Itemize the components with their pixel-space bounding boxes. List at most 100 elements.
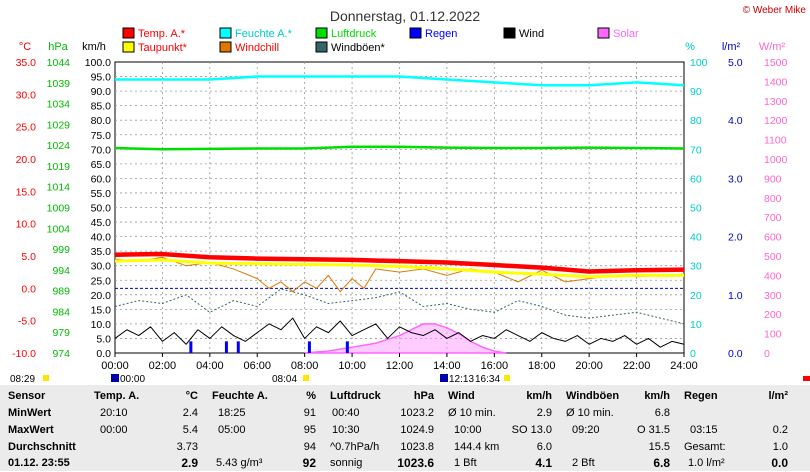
x-tick-label: 14:00 [433, 360, 461, 372]
pressure-max-time: 10:30 [332, 424, 360, 436]
pressure-unit: hPa [413, 390, 434, 402]
solar-tick-label: 1500 [764, 57, 788, 69]
rain-tick-label: 5.0 [728, 57, 743, 69]
wind-tick-label: 5.0 [96, 333, 111, 345]
x-tick-label: 10:00 [338, 360, 366, 372]
solar-unit-label: W/m² [759, 41, 786, 53]
temp-unit: °C [185, 390, 198, 402]
temp-tick-label: 30.0 [16, 89, 37, 101]
pressure-tick-label: 1034 [47, 99, 71, 111]
wind-tick-label: 95.0 [91, 72, 112, 84]
left-axes-ticks: 35.0 30.0 25.0 20.0 15.0 10.0 5.0 0.0 -5.0 -10.0 1… [12, 57, 111, 360]
temp-tick-label: 20.0 [16, 154, 37, 166]
temp-tick-label: 25.0 [16, 122, 37, 134]
temp-tick-label: -10.0 [12, 348, 36, 360]
wind-tick-label: 10.0 [91, 319, 112, 331]
temp-min-val: 2.4 [182, 407, 198, 419]
wind-tick-label: 70.0 [91, 144, 112, 156]
humidity-tick-label: 60 [690, 173, 702, 185]
pressure-tick-label: 974 [52, 348, 70, 360]
right-axes-ticks: 10090807060504030201005.04.03.02.01.00.0… [690, 57, 788, 360]
wind-tick-label: 25.0 [91, 275, 112, 287]
temp-tick-label: -5.0 [18, 316, 36, 328]
series-layer [114, 75, 685, 354]
x-tick-label: 24:00 [670, 360, 698, 372]
temp-tick-label: 0.0 [21, 283, 36, 295]
humidity-min-time: 18:25 [218, 407, 246, 419]
legend-label: Windchill [235, 42, 279, 54]
pressure-header: Luftdruck [330, 390, 381, 402]
x-axis-ticks: 00:00 02:00 04:00 06:00 08:00 10:00 12:00 14:00… [101, 353, 698, 372]
x-tick-label: 04:00 [196, 360, 224, 372]
gusts-header: Windböen [566, 390, 620, 402]
legend-swatch [219, 27, 232, 39]
legend-label: Wind [519, 28, 544, 40]
legend-label: Temp. A.* [138, 28, 186, 40]
pressure-tick-label: 1014 [47, 182, 71, 194]
stats-gusts-col: Windböen km/h Ø 10 min. 6.8 09:20 O 31.5… [566, 385, 674, 471]
legend-label: Windböen* [331, 42, 386, 54]
series-windchill [114, 256, 685, 293]
rain-max-val: 0.2 [772, 424, 788, 436]
gusts-avg10-val: 6.8 [654, 407, 670, 419]
stats-sensor-col: Sensor MinWert MaxWert Durchschnitt 01.1… [8, 385, 88, 471]
wind-tick-label: 90.0 [91, 86, 112, 98]
legend-swatch [597, 27, 610, 39]
wind-tick-label: 75.0 [91, 130, 112, 142]
legend-label: Solar [613, 28, 639, 40]
solar-tick-label: 1300 [764, 96, 788, 108]
humidity-abs: 5.43 g/m³ [216, 457, 263, 469]
stats-humidity-col: Feuchte A. % 18:25 91 05:00 95 94 5.43 g… [212, 385, 320, 471]
temp-current: 2.9 [181, 456, 198, 470]
humidity-tick-label: 50 [690, 203, 702, 215]
chart-title: Donnerstag, 01.12.2022 [330, 8, 480, 24]
legend-label: Taupunkt* [138, 42, 188, 54]
scale-marker [803, 376, 810, 381]
rain-tick-label: 1.0 [728, 290, 743, 302]
humidity-tick-label: 10 [690, 319, 702, 331]
humidity-header: Feuchte A. [212, 390, 268, 402]
series-wind [114, 317, 685, 348]
solar-tick-label: 600 [764, 232, 782, 244]
gusts-avg: 15.5 [648, 441, 670, 453]
wind-tick-label: 50.0 [91, 203, 112, 215]
wind-tick-label: 0.0 [96, 348, 111, 360]
temp-unit-label: °C [19, 41, 31, 53]
humidity-tick-label: 40 [690, 232, 702, 244]
rain-bar [224, 341, 228, 353]
gusts-current: 6.8 [653, 456, 670, 470]
rain-tick-label: 4.0 [728, 115, 743, 127]
solar-tick-label: 900 [764, 173, 782, 185]
minwert-label: MinWert [8, 407, 52, 419]
wind-tick-label: 40.0 [91, 232, 112, 244]
humidity-tick-label: 90 [690, 86, 702, 98]
stats-temp-col: Temp. A. °C 20:10 2.4 00:00 5.4 3.73 2.9 [94, 385, 202, 471]
series-windb-en [114, 288, 685, 325]
rain-bar [307, 341, 311, 353]
sunrise-text: 08:04 [272, 374, 297, 385]
humidity-max-time: 05:00 [218, 424, 246, 436]
temp-min-time: 20:10 [100, 407, 128, 419]
pressure-forecast: sonnig [330, 457, 363, 469]
solar-tick-label: 300 [764, 290, 782, 302]
rain-max-time: 03:15 [690, 424, 718, 436]
gusts-max-time: 09:20 [572, 424, 600, 436]
wind-tick-label: 20.0 [91, 290, 112, 302]
wind-current: 4.1 [535, 456, 552, 470]
pressure-tick-label: 989 [52, 286, 70, 298]
wind-max-time: 10:00 [454, 424, 482, 436]
credit-text: © Weber Mike [743, 5, 807, 16]
pressure-tick-label: 994 [52, 265, 70, 277]
pressure-tick-label: 1009 [47, 203, 71, 215]
statistics-panel: Sensor MinWert MaxWert Durchschnitt 01.1… [0, 385, 810, 471]
rain-current: 0.0 [771, 456, 788, 470]
moon-icon [111, 374, 119, 382]
rain-total-label: Gesamt: [684, 441, 726, 453]
wind-tick-label: 30.0 [91, 261, 112, 273]
wind-unit-label: km/h [82, 41, 106, 53]
legend-swatch [315, 27, 328, 39]
humidity-tick-label: 0 [690, 348, 696, 360]
gusts-avg10-label: Ø 10 min. [566, 407, 614, 419]
maxwert-label: MaxWert [8, 424, 54, 436]
temp-avg: 3.73 [176, 441, 198, 453]
